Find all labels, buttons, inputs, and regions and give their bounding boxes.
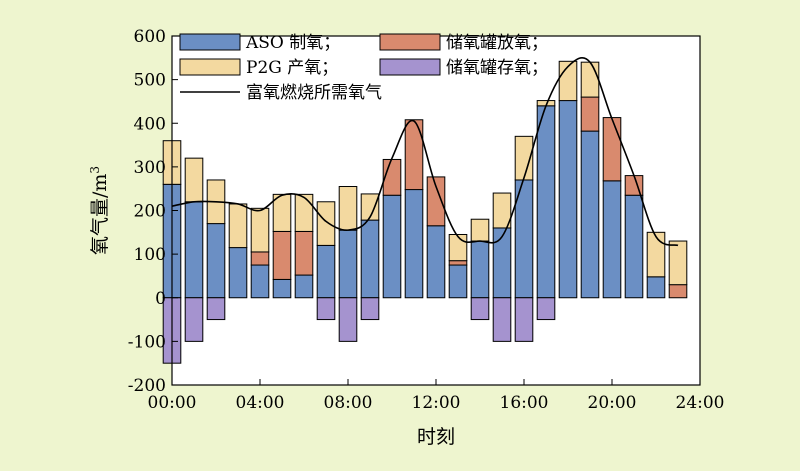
x-tick-label: 24:00 — [676, 393, 725, 413]
bar-aso — [294, 274, 314, 299]
bar-p2g — [316, 201, 336, 246]
bar-p2g — [646, 231, 666, 278]
bar-aso — [470, 240, 490, 299]
axes: -200 -100 0 100 200 300 400 500 600 00:00 04:00 08:… — [88, 27, 725, 448]
x-tick-label: 16:00 — [500, 393, 549, 413]
bar-p2g — [272, 193, 292, 232]
bar-aso — [404, 189, 424, 299]
legend-label-p2g: P2G 产氧； — [246, 58, 338, 78]
bar-aso — [338, 229, 358, 299]
bar-tank_storage — [316, 297, 336, 321]
bar-p2g — [492, 192, 512, 229]
x-tick-label: 08:00 — [324, 393, 373, 413]
bar-aso — [580, 130, 600, 299]
bar-tank_discharge — [668, 284, 688, 299]
bar-aso — [426, 225, 446, 299]
y-tick-label: 0 — [155, 289, 166, 309]
bar-aso — [184, 201, 204, 299]
y-tick-label: -100 — [128, 332, 166, 352]
legend-swatch-p2g — [179, 58, 241, 76]
demand-line — [171, 57, 679, 247]
bar-tank_storage — [184, 297, 204, 342]
bar-aso — [602, 180, 622, 299]
bar-tank_discharge — [272, 230, 292, 280]
y-tick-label: 400 — [134, 114, 166, 134]
legend-swatch-tank_discharge — [379, 33, 441, 51]
bar-aso — [360, 219, 380, 299]
bar-aso — [228, 247, 248, 299]
bar-p2g — [294, 193, 314, 232]
y-tick-label: 300 — [134, 158, 166, 178]
x-tick-label: 20:00 — [588, 393, 637, 413]
y-axis-title-text: 氧气量/m — [89, 174, 111, 255]
bar-tank_storage — [206, 297, 226, 321]
bar-aso — [382, 194, 402, 299]
bar-tank_discharge — [294, 230, 314, 276]
bar-tank_storage — [360, 297, 380, 321]
legend-swatch-tank_storage — [379, 58, 441, 76]
bar-aso — [624, 194, 644, 299]
bar-aso — [250, 264, 270, 299]
x-tick-label: 04:00 — [236, 393, 285, 413]
bar-tank_discharge — [404, 119, 424, 191]
bar-tank_discharge — [448, 260, 468, 266]
bar-group — [162, 60, 688, 364]
y-tick-label: 200 — [134, 202, 166, 222]
y-axis-title-superscript: 3 — [88, 166, 102, 174]
bar-aso — [646, 276, 666, 299]
legend: ASO 制氧； 储氧罐放氧； P2G 产氧； 储氧罐存氧； 富氧燃烧所需氧气 — [179, 33, 548, 103]
legend-label-tank_storage: 储氧罐存氧； — [446, 58, 548, 78]
bar-tank_storage — [514, 297, 534, 342]
y-tick-label: -200 — [128, 376, 166, 396]
bar-p2g — [250, 207, 270, 253]
bar-aso — [272, 278, 292, 299]
bar-p2g — [448, 233, 468, 262]
bar-tank_discharge — [426, 176, 446, 227]
bar-p2g — [470, 218, 490, 242]
bar-tank_discharge — [382, 158, 402, 196]
bar-p2g — [338, 186, 358, 231]
legend-label-aso: ASO 制氧； — [245, 33, 340, 53]
bar-aso — [206, 223, 226, 299]
bar-p2g — [184, 157, 204, 203]
bar-p2g — [360, 193, 380, 221]
bar-tank_discharge — [602, 117, 622, 182]
bar-p2g — [228, 203, 248, 249]
legend-label-demand: 富氧燃烧所需氧气 — [246, 83, 382, 103]
bar-tank_storage — [470, 297, 490, 321]
x-tick-label: 00:00 — [148, 393, 197, 413]
bar-p2g — [668, 240, 688, 286]
bar-p2g — [580, 61, 600, 98]
bar-tank_storage — [338, 297, 358, 342]
bar-aso — [492, 227, 512, 299]
bar-tank_discharge — [580, 96, 600, 132]
y-axis-title: 氧气量/m3 — [88, 166, 111, 255]
bar-tank_storage — [536, 297, 556, 321]
y-tick-label: 100 — [134, 245, 166, 265]
demand-line-group — [171, 57, 679, 247]
legend-swatch-aso — [179, 33, 241, 51]
bar-tank_storage — [492, 297, 512, 342]
bar-aso — [448, 264, 468, 299]
legend-label-tank_discharge: 储氧罐放氧； — [446, 33, 548, 53]
y-tick-label: 500 — [134, 71, 166, 91]
x-axis-title: 时刻 — [417, 426, 455, 448]
bar-aso — [316, 244, 336, 299]
y-tick-label: 600 — [134, 27, 166, 47]
bar-aso — [536, 105, 556, 299]
x-tick-label: 12:00 — [412, 393, 461, 413]
bar-aso — [558, 100, 578, 299]
bar-tank_discharge — [250, 251, 270, 266]
